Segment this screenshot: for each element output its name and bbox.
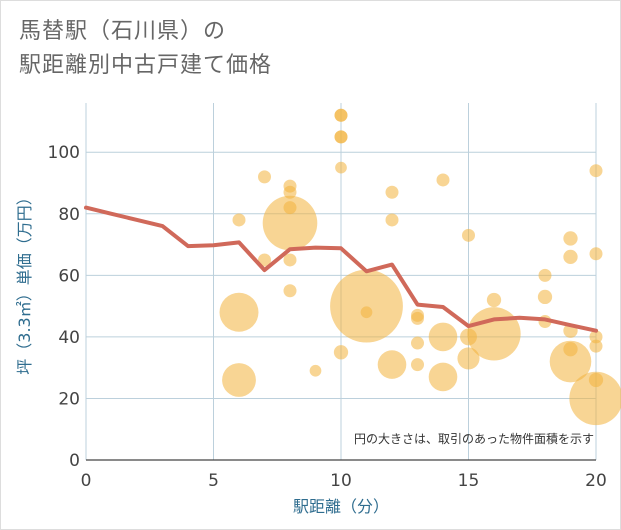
x-tick-label: 5 xyxy=(208,471,219,491)
y-tick-label: 100 xyxy=(48,143,80,163)
y-tick-label: 20 xyxy=(58,389,80,409)
bubble-point xyxy=(258,253,271,267)
bubble-point xyxy=(309,364,322,377)
bubble-point xyxy=(411,358,424,372)
tick-layer: 0 5 10 15 20 0 20 40 60 80 100 xyxy=(48,143,607,491)
bubble-point xyxy=(428,362,458,392)
bubble-point xyxy=(589,164,603,178)
x-axis-label: 駅距離（分） xyxy=(293,497,389,516)
chart-title: 馬替駅（石川県）の 駅距離別中古戸建て価格 xyxy=(19,15,272,83)
bubble-point xyxy=(538,268,552,282)
bubble-point xyxy=(428,322,458,352)
y-tick-label: 80 xyxy=(58,205,80,225)
bubble-point xyxy=(563,231,578,246)
bubble-point xyxy=(537,289,553,305)
trend-layer xyxy=(84,205,598,333)
y-axis-label: 坪（3.3㎡）単価（万円） xyxy=(15,189,34,374)
bubble-point xyxy=(377,350,407,379)
bubble-point xyxy=(334,108,348,122)
x-tick-label: 15 xyxy=(458,471,480,491)
chart-title-line-2: 駅距離別中古戸建て価格 xyxy=(19,53,273,78)
bubble-point xyxy=(385,185,399,199)
bubble-point xyxy=(219,292,259,332)
bubble-point xyxy=(222,363,256,397)
chart-title-line-1: 馬替駅（石川県）の xyxy=(19,19,227,44)
x-tick-label: 10 xyxy=(330,471,352,491)
bubble-point xyxy=(589,339,603,353)
x-tick-label: 0 xyxy=(81,471,92,491)
bubble-point xyxy=(283,284,297,298)
bubble-point xyxy=(334,130,348,144)
x-tick-label: 20 xyxy=(585,471,607,491)
y-tick-label: 0 xyxy=(69,451,80,471)
bubble-size-note: 円の大きさは、取引のあった物件面積を示す xyxy=(354,431,594,446)
bubble-point xyxy=(462,228,475,242)
bubble-layer xyxy=(219,108,621,426)
bubble-point xyxy=(333,345,349,360)
bubble-point xyxy=(549,340,592,383)
bubble-point xyxy=(486,292,502,308)
bubble-point xyxy=(232,213,246,227)
bubble-point xyxy=(385,213,399,227)
bubble-point xyxy=(589,247,603,261)
grid xyxy=(85,103,597,461)
bubble-point xyxy=(258,170,271,184)
bubble-point xyxy=(411,311,424,325)
bubble-point xyxy=(436,173,450,187)
bubble-point xyxy=(569,371,621,426)
bubble-point xyxy=(360,306,373,319)
bubble-point xyxy=(563,249,578,265)
bubble-point xyxy=(283,185,297,199)
bubble-point xyxy=(589,330,603,344)
bubble-point xyxy=(335,161,347,174)
y-tick-label: 40 xyxy=(58,328,80,348)
bubble-point xyxy=(262,195,318,251)
bubble-point xyxy=(411,336,424,350)
bubble-point xyxy=(330,269,403,343)
y-tick-label: 60 xyxy=(58,266,80,286)
bubble-point xyxy=(457,347,480,370)
bubble-point xyxy=(283,253,297,267)
average-price-line xyxy=(84,205,598,333)
bubble-point xyxy=(467,307,521,361)
